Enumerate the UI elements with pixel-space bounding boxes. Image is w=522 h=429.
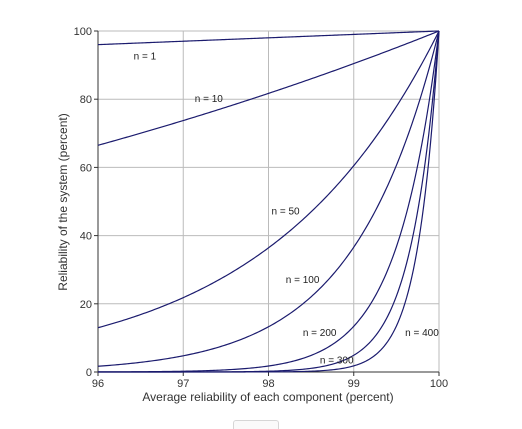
y-tick-label: 100	[74, 26, 92, 38]
series-label: n = 200	[303, 328, 337, 339]
series-label: n = 10	[195, 94, 224, 105]
series-label: n = 300	[320, 356, 354, 367]
series-label: n = 50	[272, 207, 301, 218]
bottom-tab[interactable]	[233, 420, 279, 429]
x-tick-label: 99	[348, 378, 360, 390]
series-line-n100	[97, 30, 440, 367]
axes: 96 97 98 99 100 0 20 40 60 80 100	[74, 26, 449, 390]
x-tick-label: 98	[262, 378, 274, 390]
series-line-n50	[97, 30, 440, 329]
y-tick-label: 80	[80, 94, 92, 106]
x-axis-title: Average reliability of each component (p…	[142, 390, 393, 404]
series-line-n400	[98, 30, 440, 373]
series-line-n10	[97, 30, 440, 146]
x-tick-label: 97	[177, 378, 189, 390]
y-tick-label: 20	[80, 299, 92, 311]
series-label: n = 400	[405, 328, 439, 339]
series-label: n = 100	[286, 275, 320, 286]
y-axis-title: Reliability of the system (percent)	[56, 113, 70, 290]
series-labels: n = 1 n = 10 n = 50 n = 100 n = 200 n = 300 n …	[134, 52, 440, 367]
series-label: n = 1	[134, 52, 157, 63]
series-line-n1	[97, 30, 440, 46]
grid	[97, 30, 440, 373]
y-tick-label: 60	[80, 162, 92, 174]
y-tick-label: 0	[86, 367, 92, 379]
series-lines	[97, 30, 440, 373]
x-tick-label: 96	[92, 378, 104, 390]
x-tick-label: 100	[430, 378, 448, 390]
y-tick-label: 40	[80, 231, 92, 243]
